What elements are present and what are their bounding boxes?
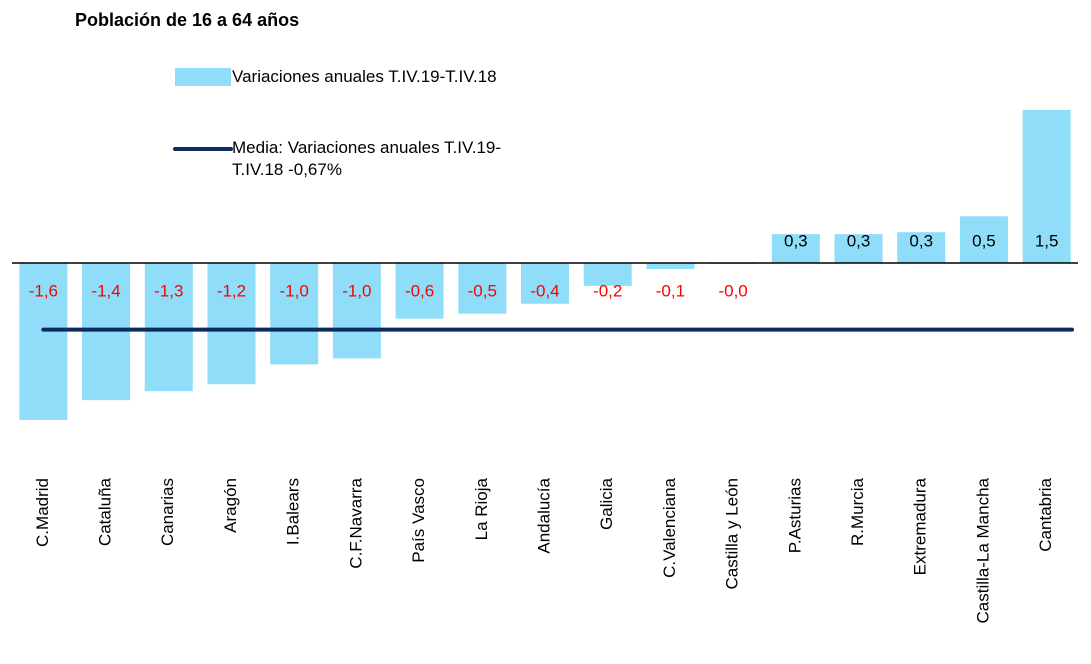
bar [646,263,695,269]
data-label: -0,4 [530,281,559,300]
data-label: -1,2 [217,281,246,300]
chart-title: Población de 16 a 64 años [75,10,300,30]
x-tick-label: Castilla-La Mancha [973,477,992,623]
bar [395,263,444,319]
legend-label: Variaciones anuales T.IV.19-T.IV.18 [232,67,497,86]
bar [897,232,946,263]
bar [1022,109,1071,264]
x-tick-label: País Vasco [409,478,428,563]
legend-label: Media: Variaciones anuales T.IV.19-T.IV.… [232,138,502,179]
x-tick-label: Cataluña [96,477,115,546]
data-label: 1,5 [1035,231,1059,250]
x-tick-label: P.Asturias [785,478,804,553]
bar [583,263,632,286]
x-tick-label: Canarias [158,478,177,546]
bar [458,263,507,314]
bar [19,263,68,421]
bar [521,263,569,304]
data-label: -0,6 [405,281,434,300]
data-label: -0,0 [718,281,747,300]
x-tick-label: Extremadura [911,477,930,575]
data-label: 0,3 [909,231,933,250]
bar [771,234,820,263]
data-label: -1,0 [280,281,309,300]
bar [144,263,193,392]
x-tick-label: Andalucía [534,477,553,553]
bar [834,234,883,263]
x-tick-label: C.Madrid [33,478,52,547]
bar [959,216,1008,263]
x-tick-label: C.Valenciana [660,477,679,577]
legend-swatch [175,68,231,86]
x-tick-label: Aragón [221,478,240,533]
x-tick-label: Galicia [597,477,616,530]
x-tick-label: C.F.Navarra [346,477,365,568]
data-label: 0,3 [784,231,808,250]
bar [207,263,256,385]
data-label: -1,4 [91,281,120,300]
x-tick-label: Castilla y León [723,478,742,590]
data-label: 0,5 [972,231,996,250]
x-tick-label: R.Murcia [848,477,867,546]
data-label: 0,3 [847,231,871,250]
data-label: -0,1 [656,281,685,300]
x-tick-label: Cantabria [1036,477,1055,551]
bar [270,263,319,365]
x-tick-label: I.Balears [284,478,303,545]
data-label: -1,0 [342,281,371,300]
x-tick-label: La Rioja [472,477,491,540]
data-label: -0,5 [468,281,497,300]
data-label: -0,2 [593,281,622,300]
data-label: -1,6 [29,281,58,300]
bar [332,263,381,359]
data-label: -1,3 [154,281,183,300]
